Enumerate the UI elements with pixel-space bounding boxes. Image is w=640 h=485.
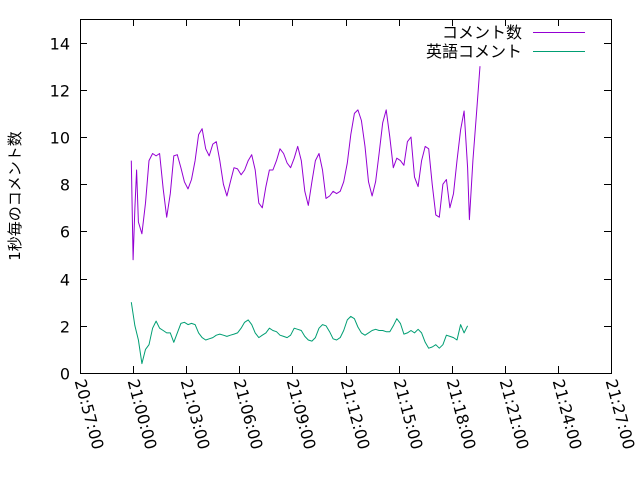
- x-tick-label: 20:57:00: [71, 377, 108, 451]
- x-tick-label: 21:03:00: [177, 377, 214, 451]
- y-tick-label: 10: [50, 129, 70, 148]
- y-axis: 0 2 4 6 8 10 12 14: [50, 35, 611, 384]
- x-tick-label: 21:12:00: [337, 377, 374, 451]
- series-layer: [130, 66, 481, 365]
- x-tick-label: 21:27:00: [602, 377, 639, 451]
- series-line-0: [130, 66, 481, 261]
- y-tick-label: 2: [60, 318, 70, 337]
- y-tick-label: 14: [50, 35, 70, 54]
- legend-label-1: 英語コメント: [426, 42, 522, 61]
- y-axis-label: 1秒毎のコメント数: [6, 131, 24, 261]
- x-tick-label: 21:21:00: [496, 377, 533, 451]
- y-tick-label: 0: [60, 365, 70, 384]
- y-tick-label: 6: [60, 223, 70, 242]
- x-tick-label: 21:09:00: [283, 377, 320, 451]
- series-line-1: [130, 302, 469, 365]
- y-tick-label: 8: [60, 176, 70, 195]
- y-tick-label: 4: [60, 271, 70, 290]
- plot-frame: [80, 19, 612, 374]
- x-tick-label: 21:24:00: [549, 377, 586, 451]
- x-tick-label: 21:00:00: [124, 377, 161, 451]
- x-tick-label: 21:06:00: [230, 377, 267, 451]
- x-axis: 20:57:00 21:00:00 21:03:00 21:06:00 21:09:00…: [71, 19, 639, 451]
- y-tick-label: 12: [50, 82, 70, 101]
- x-tick-label: 21:15:00: [390, 377, 427, 451]
- x-tick-label: 21:18:00: [443, 377, 480, 451]
- legend-label-0: コメント数: [442, 23, 522, 42]
